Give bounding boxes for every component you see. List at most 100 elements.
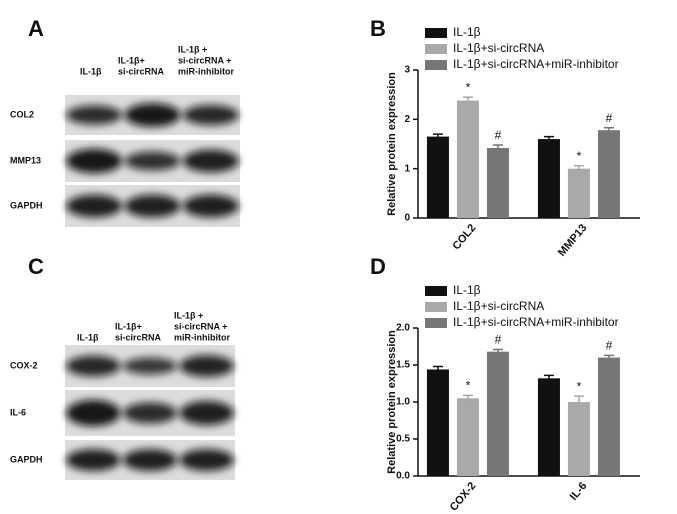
panel-letter: C	[28, 254, 44, 279]
y-axis-label: Relative protein expression	[386, 330, 398, 474]
row-label: COL2	[10, 109, 34, 119]
blot-band	[66, 148, 123, 174]
y-tick-label: 2.0	[396, 323, 410, 334]
error-bar	[462, 96, 473, 105]
bar	[567, 168, 590, 218]
blot-band	[179, 355, 234, 377]
legend-swatch	[425, 60, 447, 70]
x-tick-label: IL-6	[568, 480, 590, 503]
error-bar	[603, 354, 614, 360]
lane-label: IL-1β+	[115, 321, 142, 331]
blot-band	[66, 399, 121, 427]
significance-label: *	[466, 379, 471, 393]
row-label: IL-6	[10, 407, 26, 417]
row-label: MMP13	[10, 155, 41, 165]
error-bar	[573, 395, 584, 408]
x-tick-label: COL2	[450, 222, 478, 252]
error-bar	[603, 126, 614, 133]
bar	[597, 130, 620, 218]
y-axis-label: Relative protein expression	[386, 72, 398, 216]
significance-label: #	[495, 333, 502, 347]
blot-band	[122, 449, 178, 471]
bar	[537, 378, 560, 476]
significance-label: #	[495, 128, 502, 142]
blot-band	[179, 449, 234, 471]
y-tick-label: 3	[404, 65, 410, 76]
error-bar	[432, 133, 443, 140]
blot-band	[179, 400, 234, 426]
bar	[486, 147, 509, 218]
significance-label: *	[577, 379, 582, 393]
blot-band	[122, 357, 178, 375]
error-bar	[543, 374, 554, 382]
bar	[426, 369, 449, 476]
blot-band	[124, 103, 181, 127]
blot-band	[182, 149, 239, 173]
error-bar	[462, 394, 473, 402]
error-bar	[432, 365, 443, 373]
lane-label: si-circRNA +	[174, 321, 227, 331]
legend-swatch	[425, 44, 447, 54]
blot-band	[182, 104, 239, 126]
y-tick-label: 2	[404, 114, 410, 125]
row-label: GAPDH	[10, 454, 43, 464]
blot-band	[66, 355, 121, 377]
y-tick-label: 1.0	[396, 397, 410, 408]
y-tick-label: 0	[404, 213, 410, 224]
blot-band	[122, 402, 178, 424]
significance-label: *	[466, 80, 471, 94]
bar	[567, 402, 590, 476]
blot-band	[66, 194, 123, 218]
y-tick-label: 0.5	[396, 434, 410, 445]
x-tick-label: MMP13	[556, 222, 590, 259]
legend-swatch	[425, 302, 447, 312]
significance-label: *	[577, 149, 582, 163]
error-bar	[492, 144, 503, 151]
legend-label: IL-1β+si-circRNA+miR-inhibitor	[453, 57, 619, 71]
legend-label: IL-1β	[453, 25, 481, 39]
significance-label: #	[606, 111, 613, 125]
lane-label: IL-1β	[77, 332, 99, 342]
significance-label: #	[606, 339, 613, 353]
legend-label: IL-1β	[453, 283, 481, 297]
panel-letter: B	[370, 16, 386, 41]
blot-band	[66, 105, 123, 125]
row-label: GAPDH	[10, 200, 43, 210]
lane-label: IL-1β+	[118, 55, 145, 65]
bar	[486, 351, 509, 476]
lane-label: IL-1β +	[174, 310, 203, 320]
lane-label: si-circRNA	[115, 332, 162, 342]
legend-label: IL-1β+si-circRNA+miR-inhibitor	[453, 315, 619, 329]
bar	[456, 398, 479, 476]
row-label: COX-2	[10, 360, 38, 370]
lane-label: IL-1β	[80, 66, 102, 76]
legend-label: IL-1β+si-circRNA	[453, 41, 544, 55]
error-bar	[492, 348, 503, 354]
y-tick-label: 1	[404, 163, 410, 174]
blot-band	[124, 151, 181, 171]
lane-label: si-circRNA	[118, 66, 165, 76]
lane-label: IL-1β +	[178, 44, 207, 54]
legend-swatch	[425, 286, 447, 296]
lane-label: si-circRNA +	[178, 55, 231, 65]
error-bar	[543, 135, 554, 142]
lane-label: miR-inhibitor	[174, 332, 230, 342]
blot-band	[182, 194, 239, 218]
legend-label: IL-1β+si-circRNA	[453, 299, 544, 313]
blot-band	[66, 449, 121, 471]
y-tick-label: 0.0	[396, 471, 410, 482]
panel-letter: D	[370, 254, 386, 279]
legend-swatch	[425, 28, 447, 38]
bar	[426, 136, 449, 218]
blot-band	[124, 194, 181, 218]
legend-swatch	[425, 318, 447, 328]
x-tick-label: COX-2	[448, 480, 479, 513]
y-tick-label: 1.5	[396, 360, 410, 371]
error-bar	[573, 164, 584, 172]
bar	[537, 139, 560, 218]
bar	[597, 357, 620, 476]
panel-letter: A	[28, 16, 44, 41]
bar	[456, 100, 479, 218]
lane-label: miR-inhibitor	[178, 66, 234, 76]
